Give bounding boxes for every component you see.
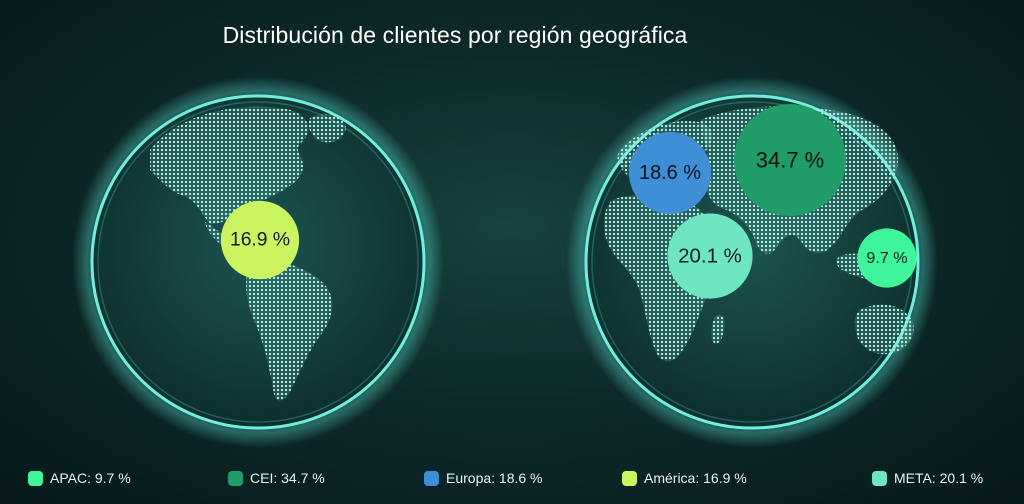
bubble-america: 16.9 % (220, 200, 300, 280)
bubble-circle (220, 200, 300, 280)
chart-title: Distribución de clientes por región geog… (222, 22, 688, 48)
south-america-landmass (245, 260, 333, 401)
bubble-label: 18.6 % (639, 162, 701, 184)
legend-item-cei: CEI: 34.7 % (228, 470, 325, 486)
bubble-circle (857, 228, 917, 288)
legend-label: Europa: 18.6 % (446, 470, 543, 486)
australia-landmass (854, 304, 914, 355)
legend-label: CEI: 34.7 % (250, 470, 325, 486)
bubble-circle (667, 213, 753, 299)
bubble-apac: 9.7 % (857, 228, 917, 288)
bubble-cei: 34.7 % (734, 104, 846, 216)
madagascar-landmass (711, 314, 725, 344)
legend-swatch (424, 470, 439, 486)
bubble-label: 34.7 % (756, 148, 825, 173)
legend-swatch (622, 470, 637, 486)
legend: APAC: 9.7 % CEI: 34.7 % Europa: 18.6 % Amér… (0, 470, 1024, 496)
legend-item-america: América: 16.9 % (622, 470, 747, 486)
legend-swatch (28, 470, 43, 486)
bubble-layer: 9.7 % 34.7 % 18.6 % 16.9 % 20.1 % (220, 104, 917, 299)
globe-map-scene: 9.7 % 34.7 % 18.6 % 16.9 % 20.1 % (72, 76, 938, 448)
legend-item-apac: APAC: 9.7 % (28, 470, 131, 486)
legend-label: META: 20.1 % (894, 470, 984, 486)
bubble-meta: 20.1 % (667, 213, 753, 299)
bubble-europa: 18.6 % (629, 132, 711, 214)
legend-swatch (872, 470, 887, 486)
bubble-label: 16.9 % (230, 230, 290, 251)
legend-swatch (228, 470, 243, 486)
north-america-landmass (150, 106, 309, 224)
bubble-label: 9.7 % (866, 249, 907, 267)
greenland-landmass (308, 114, 346, 143)
bubble-label: 20.1 % (678, 245, 742, 268)
legend-label: APAC: 9.7 % (50, 470, 131, 486)
legend-label: América: 16.9 % (644, 470, 747, 486)
legend-item-europa: Europa: 18.6 % (424, 470, 543, 486)
bubble-circle (629, 132, 711, 214)
legend-item-meta: META: 20.1 % (872, 470, 983, 486)
bubble-circle (734, 104, 846, 216)
